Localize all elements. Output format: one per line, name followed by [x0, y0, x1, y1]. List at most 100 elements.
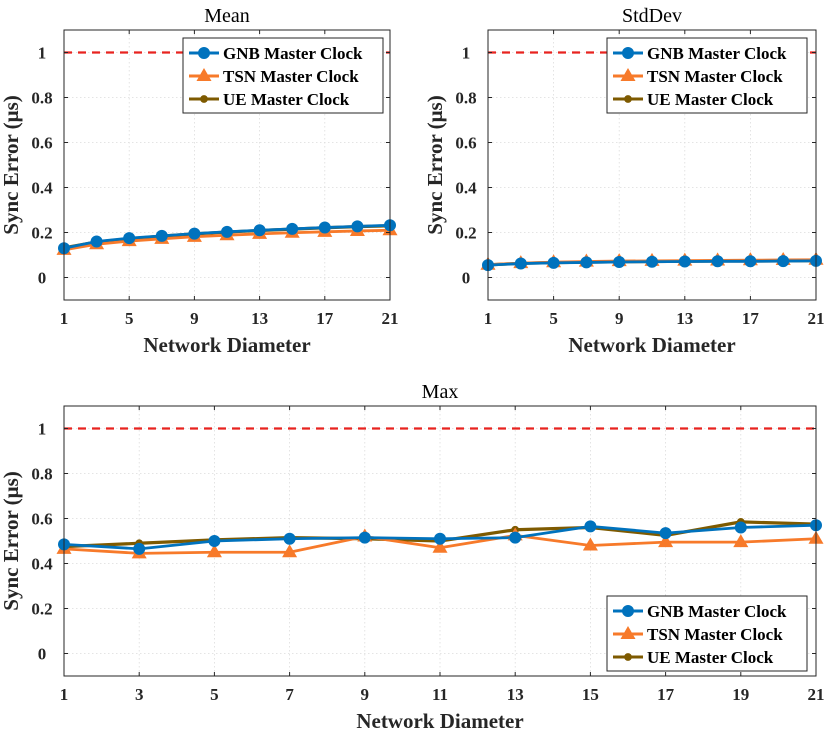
y-tick-label: 1 [38, 44, 47, 63]
chart-stddev: 1 5 9 13 17 21 0 0.2 0.4 0.6 0.8 1 Network Diameter S… [423, 5, 825, 357]
marker-0 [659, 527, 672, 540]
x-tick-label: 3 [135, 685, 144, 704]
marker-0 [208, 535, 221, 547]
marker-1 [282, 544, 298, 558]
y-tick-label: 0.4 [455, 179, 477, 198]
x-axis-label: Network Diameter [143, 333, 310, 357]
marker-0 [123, 232, 136, 245]
marker-1 [196, 67, 212, 82]
x-tick-label: 1 [60, 309, 69, 328]
marker-0 [188, 227, 201, 240]
x-tick-label: 7 [285, 685, 294, 704]
legend-label: GNB Master Clock [647, 44, 787, 63]
y-axis-label: Sync Error (μs) [0, 95, 23, 234]
marker-0 [744, 255, 757, 268]
y-tick-label: 0.2 [31, 224, 52, 243]
legend-label: TSN Master Clock [223, 67, 359, 86]
y-tick-label: 0 [462, 269, 471, 288]
marker-1 [620, 67, 636, 82]
x-tick-label: 21 [382, 309, 399, 328]
y-tick-label: 0 [38, 269, 47, 288]
y-tick-label: 0 [38, 645, 47, 664]
y-tick-label: 0.8 [31, 89, 52, 108]
y-tick-label: 0.2 [31, 600, 52, 619]
marker-0 [613, 255, 626, 268]
marker-0 [351, 220, 364, 233]
marker-0 [358, 531, 371, 544]
x-tick-label: 11 [432, 685, 448, 704]
marker-0 [155, 229, 168, 242]
marker-0 [509, 531, 522, 544]
marker-1 [658, 534, 674, 548]
marker-2 [200, 95, 208, 103]
marker-0 [547, 256, 560, 269]
marker-0 [221, 225, 233, 238]
marker-0 [286, 222, 299, 235]
chart-title: Mean [204, 5, 250, 27]
legend-label: GNB Master Clock [647, 602, 787, 621]
marker-2 [624, 653, 632, 661]
x-tick-label: 13 [507, 685, 524, 704]
x-tick-label: 1 [484, 309, 493, 328]
y-tick-label: 0.6 [31, 510, 52, 529]
x-tick-label: 9 [361, 685, 370, 704]
marker-1 [432, 539, 448, 553]
marker-0 [580, 256, 593, 269]
x-tick-label: 17 [657, 685, 675, 704]
x-tick-label: 5 [125, 309, 134, 328]
marker-0 [646, 255, 658, 268]
marker-2 [624, 95, 632, 103]
marker-0 [622, 605, 634, 617]
legend-label: UE Master Clock [647, 648, 774, 667]
y-tick-label: 0.6 [455, 134, 476, 153]
x-tick-label: 9 [190, 309, 199, 328]
x-tick-label: 9 [615, 309, 624, 328]
x-tick-label: 21 [808, 685, 825, 704]
x-tick-label: 1 [60, 685, 69, 704]
marker-1 [620, 625, 636, 640]
legend: GNB Master Clock TSN Master Clock UE Maste… [606, 595, 808, 672]
x-tick-label: 17 [316, 309, 334, 328]
marker-0 [253, 224, 266, 237]
chart-title: Max [422, 381, 459, 403]
legend-label: UE Master Clock [223, 90, 350, 109]
x-tick-label: 5 [549, 309, 558, 328]
marker-0 [622, 47, 634, 59]
y-tick-label: 0.4 [31, 555, 53, 574]
plot-frame [487, 29, 817, 301]
legend: GNB Master Clock TSN Master Clock UE Maste… [182, 37, 384, 114]
marker-0 [90, 235, 103, 248]
x-tick-label: 21 [808, 309, 825, 328]
marker-1 [582, 537, 598, 551]
marker-0 [514, 257, 527, 270]
x-tick-label: 17 [742, 309, 760, 328]
legend-label: GNB Master Clock [223, 44, 363, 63]
marker-0 [198, 47, 210, 59]
x-tick-label: 5 [210, 685, 219, 704]
x-axis-label: Network Diameter [568, 333, 735, 357]
y-tick-label: 1 [462, 44, 471, 63]
y-tick-label: 0.6 [31, 134, 52, 153]
legend: GNB Master Clock TSN Master Clock UE Maste… [606, 37, 808, 114]
x-tick-label: 15 [582, 685, 599, 704]
x-axis-label: Network Diameter [356, 709, 523, 733]
plot-frame [63, 29, 391, 301]
y-tick-label: 1 [38, 420, 47, 439]
y-tick-label: 0.2 [455, 224, 476, 243]
legend-label: UE Master Clock [647, 90, 774, 109]
chart-mean: 1 5 9 13 17 21 0 0.2 0.4 0.6 0.8 1 Network Diameter S… [0, 5, 399, 357]
chart-title: StdDev [622, 5, 682, 27]
marker-0 [777, 255, 790, 268]
legend-label: TSN Master Clock [647, 625, 783, 644]
marker-0 [318, 221, 331, 234]
marker-0 [133, 542, 146, 555]
marker-0 [734, 521, 747, 534]
y-axis-label: Sync Error (μs) [423, 95, 447, 234]
x-tick-label: 13 [251, 309, 268, 328]
marker-0 [283, 532, 296, 545]
legend-label: TSN Master Clock [647, 67, 783, 86]
y-tick-label: 0.4 [31, 179, 53, 198]
marker-1 [733, 534, 749, 548]
